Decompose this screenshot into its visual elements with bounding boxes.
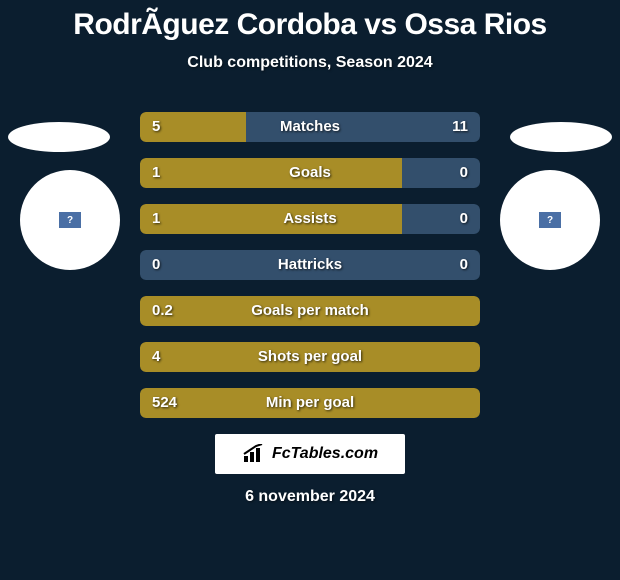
stat-label: Goals per match: [140, 296, 480, 326]
stat-right-value: 0: [460, 158, 468, 188]
stat-row: 524Min per goal: [140, 388, 480, 418]
stat-label: Goals: [140, 158, 480, 188]
stat-row: 1Goals0: [140, 158, 480, 188]
footer-date: 6 november 2024: [0, 488, 620, 506]
stat-row: 1Assists0: [140, 204, 480, 234]
comparison-chart: 5Matches111Goals01Assists00Hattricks00.2…: [0, 112, 620, 418]
stat-label: Min per goal: [140, 388, 480, 418]
brand-text: FcTables.com: [272, 445, 378, 463]
stat-right-value: 11: [452, 112, 468, 142]
stat-label: Shots per goal: [140, 342, 480, 372]
stat-row: 0.2Goals per match: [140, 296, 480, 326]
stat-row: 0Hattricks0: [140, 250, 480, 280]
stat-right-value: 0: [460, 204, 468, 234]
stat-label: Matches: [140, 112, 480, 142]
page-subtitle: Club competitions, Season 2024: [0, 54, 620, 72]
brand-logo: FcTables.com: [215, 434, 405, 474]
page-title: RodrÃ­guez Cordoba vs Ossa Rios: [0, 0, 620, 42]
stat-label: Assists: [140, 204, 480, 234]
stat-label: Hattricks: [140, 250, 480, 280]
stat-row: 4Shots per goal: [140, 342, 480, 372]
chart-icon: [242, 444, 268, 464]
stat-right-value: 0: [460, 250, 468, 280]
stat-row: 5Matches11: [140, 112, 480, 142]
